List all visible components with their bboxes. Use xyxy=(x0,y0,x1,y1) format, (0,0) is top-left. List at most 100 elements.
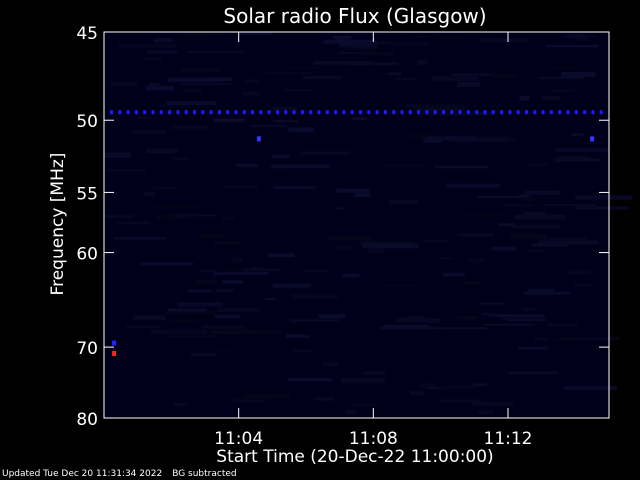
noise-streak xyxy=(210,329,256,335)
noise-streak xyxy=(416,60,428,65)
noise-streak xyxy=(521,196,535,201)
band-pixel xyxy=(450,110,454,115)
noise-streak xyxy=(164,310,217,314)
noise-streak xyxy=(318,314,346,319)
noise-streak xyxy=(182,32,224,36)
band-pixel xyxy=(350,110,354,115)
noise-streak xyxy=(534,337,548,341)
noise-streak xyxy=(221,216,236,221)
noise-streak xyxy=(506,318,546,321)
noise-streak xyxy=(528,249,543,253)
noise-streak xyxy=(345,409,357,415)
band-pixel xyxy=(234,110,238,115)
noise-streak xyxy=(291,349,311,353)
noise-streak xyxy=(137,116,156,119)
noise-streak xyxy=(177,302,223,307)
noise-streak xyxy=(504,138,516,142)
noise-streak xyxy=(213,271,268,276)
noise-streak xyxy=(440,399,482,403)
y-tick-label: 60 xyxy=(76,245,98,265)
noise-streak xyxy=(132,315,166,320)
noise-streak xyxy=(335,207,346,210)
band-pixel xyxy=(458,110,462,115)
noise-streak xyxy=(289,318,340,323)
noise-streak xyxy=(367,41,394,44)
noise-streak xyxy=(425,239,448,243)
noise-streak xyxy=(434,165,489,169)
noise-streak xyxy=(110,81,138,86)
noise-streak xyxy=(541,96,561,100)
noise-streak xyxy=(388,72,402,76)
noise-streak xyxy=(272,119,298,123)
band-pixel xyxy=(201,110,205,115)
noise-streak xyxy=(354,193,371,198)
noise-streak xyxy=(448,136,508,142)
noise-streak xyxy=(510,233,547,239)
noise-streak xyxy=(190,51,245,55)
noise-streak xyxy=(163,335,219,338)
noise-streak xyxy=(271,164,330,169)
noise-streak xyxy=(153,205,201,209)
band-pixel xyxy=(300,110,304,115)
band-pixel xyxy=(334,110,338,115)
noise-streak xyxy=(336,246,353,250)
noise-streak xyxy=(362,243,419,249)
band-pixel xyxy=(392,110,396,115)
noise-streak xyxy=(270,106,297,112)
noise-streak xyxy=(363,371,386,375)
noise-streak xyxy=(323,39,377,44)
noise-streak xyxy=(409,390,425,396)
noise-streak xyxy=(456,315,478,320)
band-pixel xyxy=(325,110,329,115)
noise-streak xyxy=(155,214,187,219)
noise-streak xyxy=(265,298,277,301)
noise-streak xyxy=(183,88,202,93)
band-pixel xyxy=(408,110,412,115)
noise-streak xyxy=(468,258,486,263)
noise-streak xyxy=(284,66,321,69)
noise-streak xyxy=(491,246,516,251)
noise-streak xyxy=(265,72,310,75)
band-pixel xyxy=(217,110,221,115)
band-pixel xyxy=(242,110,246,115)
noise-streak xyxy=(456,82,481,87)
noise-streak xyxy=(535,237,588,241)
noise-streak xyxy=(218,307,260,313)
noise-streak xyxy=(419,383,435,388)
noise-streak xyxy=(423,139,442,143)
noise-streak xyxy=(510,224,561,229)
plot-frame xyxy=(103,31,610,419)
noise-streak xyxy=(351,117,367,121)
noise-streak xyxy=(288,127,314,133)
noise-streak xyxy=(267,253,295,258)
noise-streak xyxy=(130,130,166,134)
noise-streak xyxy=(144,191,155,197)
band-pixel xyxy=(184,110,188,115)
band-pixel xyxy=(433,110,437,115)
noise-streak xyxy=(215,288,234,293)
noise-streak xyxy=(384,163,426,168)
noise-streak xyxy=(173,157,190,161)
noise-streak xyxy=(187,289,213,293)
band-pixel xyxy=(267,110,271,115)
band-pixel xyxy=(193,110,196,115)
noise-streak xyxy=(543,203,597,207)
noise-streak xyxy=(170,319,198,322)
noise-streak xyxy=(500,317,546,320)
band-pixel xyxy=(475,110,479,115)
noise-streak xyxy=(426,136,477,140)
noise-streak xyxy=(414,34,426,38)
band-pixel xyxy=(251,110,255,115)
noise-streak xyxy=(360,52,394,56)
noise-streak xyxy=(333,35,352,40)
noise-streak xyxy=(191,352,216,357)
noise-streak xyxy=(223,185,259,188)
noise-streak xyxy=(557,156,590,160)
noise-streak xyxy=(484,323,535,326)
noise-streak xyxy=(554,147,610,153)
noise-streak xyxy=(338,51,363,55)
noise-streak xyxy=(472,383,488,387)
band-pixel xyxy=(159,110,163,115)
band-pixel xyxy=(541,110,545,115)
noise-streak xyxy=(180,68,221,72)
